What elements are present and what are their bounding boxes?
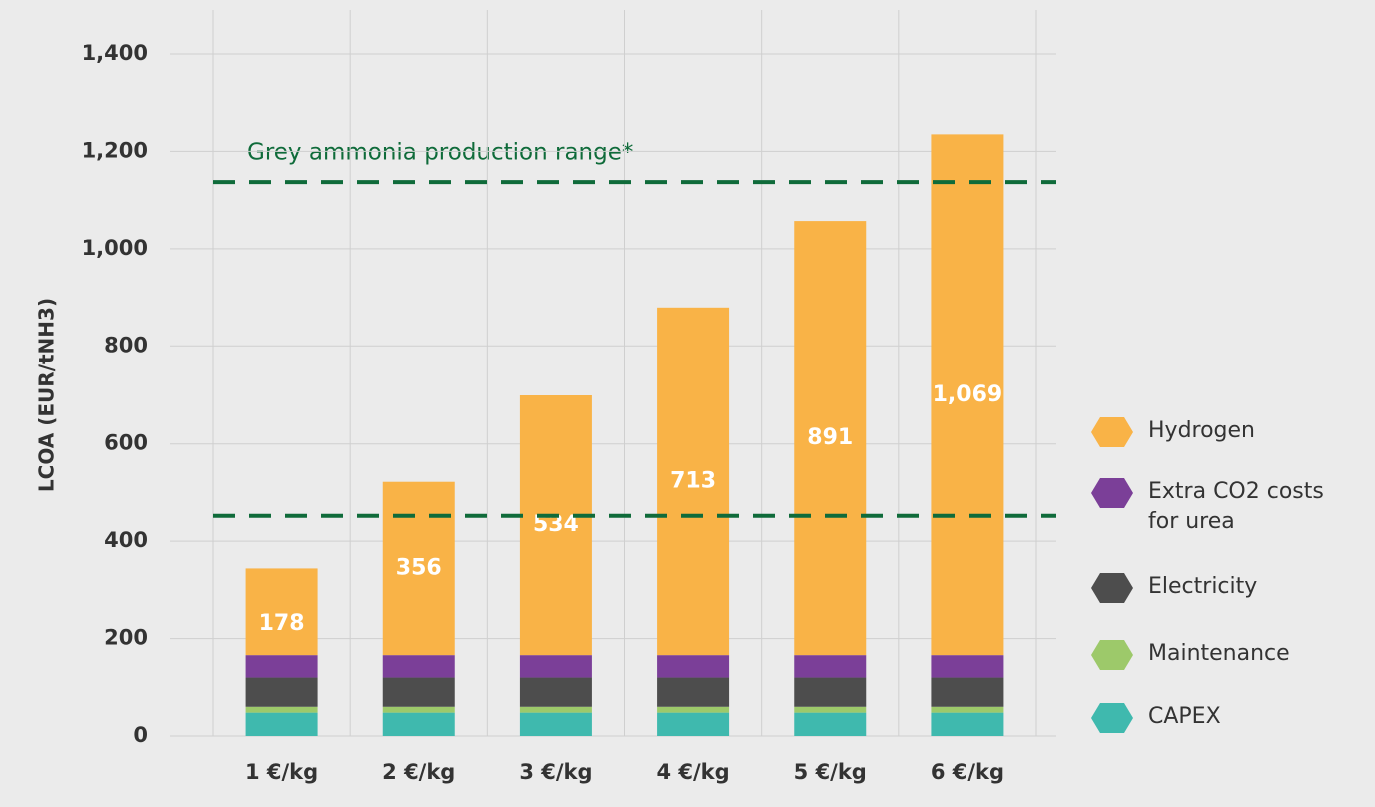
legend-item: Maintenance [1090, 639, 1358, 671]
legend-marker-box [1091, 640, 1133, 670]
legend-item: Electricity [1090, 572, 1358, 604]
bar-segment [657, 706, 730, 713]
bar-segment [245, 706, 318, 713]
value-label: 178 [259, 611, 305, 636]
bar-segment [245, 655, 318, 678]
y-tick-label: 1,400 [82, 41, 148, 65]
bar-segment [657, 655, 730, 678]
legend-marker [1091, 640, 1133, 670]
value-label: 713 [670, 468, 716, 493]
x-tick-label: 3 €/kg [519, 760, 592, 784]
y-axis-label: LCOA (EUR/tNH3) [35, 298, 59, 492]
bar-segment [931, 677, 1004, 707]
legend-marker [1091, 478, 1133, 508]
bar-segment [794, 677, 867, 707]
x-tick-label: 1 €/kg [245, 760, 318, 784]
bar-segment [519, 677, 592, 707]
bar-segment [519, 395, 592, 656]
bar-segment [245, 712, 318, 736]
bar-segment [519, 655, 592, 678]
y-tick-label: 400 [104, 528, 148, 552]
bar-segment [931, 712, 1004, 736]
bar-segment [382, 706, 455, 713]
bar-segment [245, 568, 318, 656]
legend-marker-box [1091, 703, 1133, 733]
y-tick-label: 1,000 [82, 236, 148, 260]
bar-segment [657, 712, 730, 736]
x-tick-label: 4 €/kg [656, 760, 729, 784]
legend-label: CAPEX [1148, 704, 1221, 729]
y-tick-label: 800 [104, 333, 148, 357]
legend-label: Electricity [1148, 574, 1258, 599]
legend-marker-box [1091, 478, 1133, 508]
bar-segment [931, 655, 1004, 678]
legend-label: Maintenance [1148, 641, 1290, 666]
value-label: 356 [396, 555, 442, 580]
bar-segment [382, 677, 455, 707]
bar-segment [931, 134, 1004, 656]
value-label: 1,069 [933, 382, 1003, 407]
bar-segment [794, 655, 867, 678]
bar-segment [794, 712, 867, 736]
bar-segment [382, 712, 455, 736]
x-tick-label: 6 €/kg [931, 760, 1004, 784]
bar-segment [794, 706, 867, 713]
bar-segment [382, 481, 455, 656]
bar-segment [245, 677, 318, 707]
legend-item: CAPEX [1090, 702, 1358, 734]
legend-marker [1091, 703, 1133, 733]
legend-label: Extra CO2 costs for urea [1148, 479, 1324, 534]
legend-marker [1091, 417, 1133, 447]
bar-segment [519, 706, 592, 713]
legend-marker-box [1091, 417, 1133, 447]
legend-label: Hydrogen [1148, 418, 1255, 443]
y-tick-label: 1,200 [82, 138, 148, 162]
bar-segment [519, 712, 592, 736]
value-label: 891 [807, 425, 853, 450]
bar-segment [931, 706, 1004, 713]
y-tick-label: 600 [104, 431, 148, 455]
annotation: Grey ammonia production range* [247, 140, 633, 166]
bar-segment [657, 307, 730, 656]
legend-marker [1091, 573, 1133, 603]
legend-marker-box [1091, 573, 1133, 603]
bar-segment [794, 221, 867, 656]
x-tick-label: 5 €/kg [794, 760, 867, 784]
y-tick-label: 200 [104, 626, 148, 650]
y-tick-label: 0 [133, 723, 148, 747]
legend-item: Extra CO2 costs for urea [1090, 477, 1358, 537]
x-tick-label: 2 €/kg [382, 760, 455, 784]
bar-segment [657, 677, 730, 707]
bar-segment [382, 655, 455, 678]
legend-item: Hydrogen [1090, 416, 1358, 448]
